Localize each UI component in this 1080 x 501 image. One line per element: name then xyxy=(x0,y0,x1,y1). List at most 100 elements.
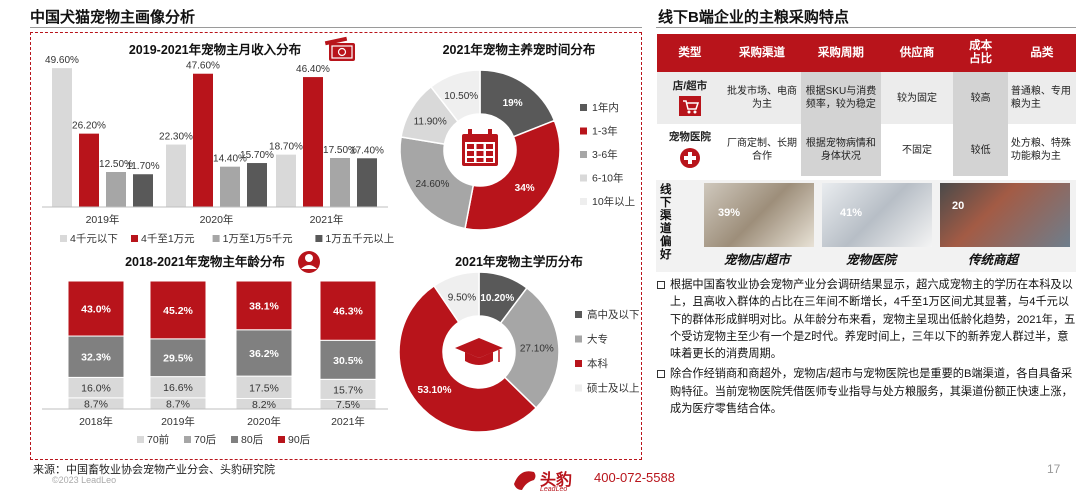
age-bar-label: 45.2% xyxy=(163,305,193,317)
income-bar-label: 15.70% xyxy=(240,150,274,161)
pet-years-chart-title: 2021年宠物主养宠时间分布 xyxy=(443,42,596,57)
th-cost: 成本 占比 xyxy=(953,34,1008,72)
donut-slice xyxy=(499,286,560,410)
income-bar-label: 17.50% xyxy=(323,145,357,156)
pet-years-chart: 2021年宠物主养宠时间分布 19%34%24.60%11.90%10.50% … xyxy=(399,42,635,231)
age-legend-label: 90后 xyxy=(288,434,310,446)
age-legend-swatch xyxy=(184,436,191,443)
row-channel-cell: 批发市场、电商为主 xyxy=(722,72,802,124)
income-bar-label: 22.30% xyxy=(159,132,193,143)
row-cost-cell: 较高 xyxy=(953,72,1008,124)
donut-legend-swatch xyxy=(575,360,582,367)
income-legend-swatch xyxy=(60,235,67,242)
leopard-logo-icon xyxy=(514,471,536,490)
income-bar-label: 49.60% xyxy=(45,55,79,66)
calendar-icon xyxy=(462,129,498,166)
income-bar-label: 14.40% xyxy=(213,154,247,165)
donut-legend-label: 3-6年 xyxy=(592,148,618,161)
supermarket-photo: 20 xyxy=(940,183,1070,247)
income-bar-label: 11.70% xyxy=(126,161,159,172)
logo-text: 头豹 xyxy=(540,472,573,489)
bullet-item: 根据中国畜牧业协会宠物产业分会调研结果显示，超六成宠物主的学历在本科及以上，且高… xyxy=(656,277,1076,363)
income-category-label: 2020年 xyxy=(200,213,234,226)
row-type-label: 宠物医院 xyxy=(668,131,711,143)
income-bar-label: 47.60% xyxy=(186,61,220,72)
education-chart: 2021年宠物主学历分布 10.20% 27.10% 53.10% 9.50% 高中及… xyxy=(398,254,640,433)
person-icon xyxy=(298,251,320,273)
income-bar xyxy=(133,174,153,207)
income-bar xyxy=(52,68,72,208)
logo-subtext: LeadLeo xyxy=(540,486,568,493)
income-bar-label: 18.70% xyxy=(269,142,303,153)
age-bar-label: 7.5% xyxy=(336,399,360,411)
income-legend-label: 1万五千元以上 xyxy=(325,233,394,245)
income-bar xyxy=(247,163,267,207)
income-bar-label: 26.20% xyxy=(72,121,106,132)
age-bar-segment xyxy=(149,280,207,340)
income-bar xyxy=(357,158,377,207)
age-bar-segment xyxy=(67,280,125,337)
age-legend-swatch xyxy=(278,436,285,443)
age-bar-label: 43.0% xyxy=(81,304,111,316)
age-legend-label: 70前 xyxy=(147,433,169,446)
income-chart: 2019-2021年宠物主月收入分布 49.60% 26.20% 12.50%11.… xyxy=(42,36,394,245)
donut-slice-label: 10.20% xyxy=(480,293,514,304)
row-cycle-cell: 根据SKU与消费频率，较为稳定 xyxy=(801,72,881,124)
pet-store-photo: 39% xyxy=(704,183,814,247)
income-legend-label: 4千元以下 xyxy=(70,233,118,245)
medical-cross-icon xyxy=(679,148,700,168)
age-legend-label: 70后 xyxy=(194,434,216,446)
page-number: 17 xyxy=(1047,462,1061,476)
money-icon xyxy=(324,36,355,61)
age-bar-segment xyxy=(319,339,377,380)
education-chart-title: 2021年宠物主学历分布 xyxy=(455,254,583,269)
income-legend-swatch xyxy=(131,235,138,242)
th-channel: 采购渠道 xyxy=(722,34,802,72)
age-bar-label: 16.6% xyxy=(163,382,193,394)
age-legend-label: 80后 xyxy=(241,434,263,446)
age-bar-label: 8.7% xyxy=(166,398,190,410)
donut-legend-swatch xyxy=(580,174,587,182)
age-bar-label: 16.0% xyxy=(81,383,111,395)
th-supplier: 供应商 xyxy=(880,34,954,72)
donut-slice xyxy=(399,136,475,230)
bullet-square-icon xyxy=(657,370,665,379)
age-bar-segment xyxy=(319,280,377,341)
row-category-cell: 普通粮、专用粮为主 xyxy=(1007,72,1076,124)
income-bar-label: 17.40% xyxy=(350,145,384,156)
donut-legend-label: 硕士及以上 xyxy=(587,382,640,395)
left-section-title: 中国犬猫宠物主画像分析 xyxy=(30,9,196,26)
age-category-label: 2019年 xyxy=(161,415,195,428)
graduation-cap-icon xyxy=(455,338,503,365)
age-legend-swatch xyxy=(137,436,144,443)
income-legend-swatch xyxy=(315,235,323,242)
donut-slice-label: 53.10% xyxy=(418,385,452,396)
supermarket-pct: 20 xyxy=(952,200,965,212)
income-bar xyxy=(79,133,99,207)
th-category: 品类 xyxy=(1007,34,1076,72)
donut-slice xyxy=(464,119,561,231)
donut-legend-label: 6-10年 xyxy=(592,172,624,185)
copyright: ©2023 LeadLeo xyxy=(52,475,117,485)
age-bar-label: 46.3% xyxy=(333,306,363,318)
row-cycle-cell: 根据宠物病情和身体状况 xyxy=(801,124,881,176)
row-category-cell: 处方粮、特殊功能粮为主 xyxy=(1007,124,1076,176)
income-legend-swatch xyxy=(212,235,220,242)
row-channel-cell: 厂商定制、长期合作 xyxy=(722,124,802,176)
donut-legend-label: 本科 xyxy=(587,357,608,370)
donut-legend-swatch xyxy=(575,311,582,318)
income-legend-label: 1万至1万5千元 xyxy=(223,233,294,245)
donut-legend-swatch xyxy=(580,151,587,158)
supermarket-caption: 传统商超 xyxy=(968,253,1019,267)
th-type: 类型 xyxy=(657,34,723,72)
donut-legend-swatch xyxy=(580,104,587,111)
phone-number: 400-072-5588 xyxy=(594,470,675,485)
pet-hospital-photo: 41% xyxy=(822,183,932,247)
donut-slice-label: 27.10% xyxy=(520,344,554,355)
income-bar-label: 46.40% xyxy=(296,64,330,75)
donut-legend-label: 1-3年 xyxy=(592,125,618,138)
income-bar xyxy=(276,154,296,207)
age-bar-label: 36.2% xyxy=(249,348,279,360)
income-bar xyxy=(303,77,323,207)
row-cost-cell: 较低 xyxy=(953,124,1008,176)
